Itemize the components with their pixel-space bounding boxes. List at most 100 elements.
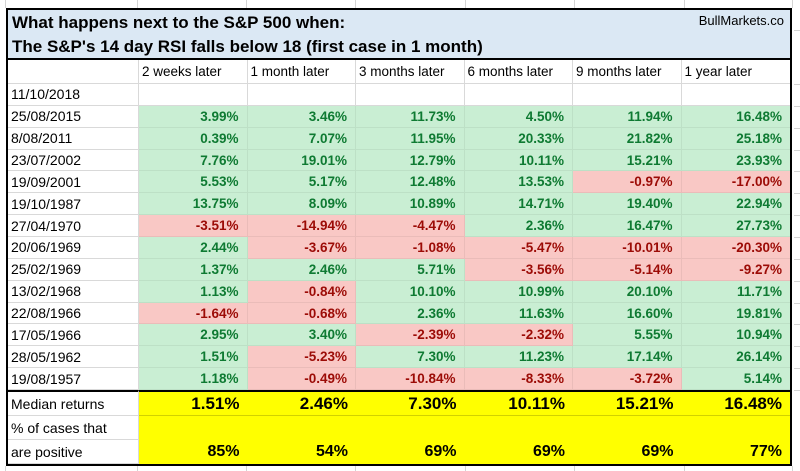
return-cell: -9.27% — [681, 258, 790, 281]
return-cell: -0.49% — [247, 368, 356, 391]
gridline-tick — [794, 281, 800, 282]
return-cell: 2.36% — [464, 215, 573, 238]
return-cell: 14.71% — [464, 193, 573, 216]
gridline-tick — [794, 128, 800, 129]
median-value-cell: 15.21% — [573, 390, 682, 417]
return-cell: -10.84% — [356, 368, 465, 391]
column-header: 1 year later — [681, 60, 790, 84]
return-cell: 19.01% — [247, 149, 356, 172]
return-cell: 5.14% — [681, 368, 790, 391]
return-cell: 7.07% — [247, 127, 356, 150]
return-cell: 3.40% — [247, 324, 356, 347]
gridline-tick — [794, 215, 800, 216]
pct-spacer-cell — [464, 416, 573, 441]
date-cell: 28/05/1962 — [8, 346, 139, 369]
return-cell: -0.84% — [247, 280, 356, 303]
pct-value-cell: 85% — [139, 440, 248, 465]
gridline-tick — [792, 0, 793, 8]
return-cell: 7.30% — [356, 346, 465, 369]
return-cell: 11.94% — [573, 105, 682, 128]
median-value-cell: 1.51% — [139, 390, 248, 417]
gridline-tick — [794, 84, 800, 85]
return-cell: 19.81% — [681, 302, 790, 325]
return-cell: -17.00% — [681, 171, 790, 194]
return-cell: -8.33% — [464, 368, 573, 391]
return-cell: 16.47% — [573, 215, 682, 238]
return-cell: 5.55% — [573, 324, 682, 347]
pct-value-cell: 69% — [464, 440, 573, 465]
gridline-tick — [794, 171, 800, 172]
return-cell: 11.63% — [464, 302, 573, 325]
gridline-tick — [684, 466, 685, 471]
return-cell — [681, 84, 790, 106]
return-cell: 2.95% — [139, 324, 248, 347]
return-cell: 20.33% — [464, 127, 573, 150]
return-cell: 16.48% — [681, 105, 790, 128]
return-cell: 19.40% — [573, 193, 682, 216]
return-cell: 4.50% — [464, 105, 573, 128]
returns-table: 2 weeks later 1 month later 3 months later… — [6, 60, 792, 467]
return-cell: 23.93% — [681, 149, 790, 172]
return-cell: -3.72% — [573, 368, 682, 391]
gridline-tick — [355, 0, 356, 8]
return-cell: 7.76% — [139, 149, 248, 172]
return-cell: 27.73% — [681, 215, 790, 238]
corner-cell — [8, 60, 139, 84]
return-cell: 17.14% — [573, 346, 682, 369]
gridline-tick — [465, 0, 466, 8]
return-cell: 0.39% — [139, 127, 248, 150]
return-cell: 11.95% — [356, 127, 465, 150]
median-value-cell: 7.30% — [356, 390, 465, 417]
return-cell: 5.71% — [356, 258, 465, 281]
return-cell: -3.67% — [247, 237, 356, 259]
date-cell: 11/10/2018 — [8, 84, 139, 106]
return-cell — [356, 84, 465, 106]
gridline-tick — [5, 0, 6, 8]
date-cell: 13/02/1968 — [8, 280, 139, 303]
return-cell: 13.53% — [464, 171, 573, 194]
worksheet: What happens next to the S&P 500 when: B… — [6, 8, 792, 467]
pct-value-cell: 54% — [247, 440, 356, 465]
return-cell: 1.18% — [139, 368, 248, 391]
pct-value-cell: 69% — [356, 440, 465, 465]
return-cell: -4.47% — [356, 215, 465, 238]
return-cell: 13.75% — [139, 193, 248, 216]
return-cell: 11.23% — [464, 346, 573, 369]
return-cell: 10.99% — [464, 280, 573, 303]
return-cell — [139, 84, 248, 106]
gridline-tick — [574, 0, 575, 8]
return-cell: -1.08% — [356, 237, 465, 259]
return-cell: -14.94% — [247, 215, 356, 238]
return-cell: 12.48% — [356, 171, 465, 194]
pct-spacer-cell — [356, 416, 465, 441]
pct-value-cell: 77% — [681, 440, 790, 465]
gridline-tick — [5, 466, 6, 471]
return-cell: 11.71% — [681, 280, 790, 303]
gridline-tick — [794, 193, 800, 194]
date-cell: 19/09/2001 — [8, 171, 139, 194]
pct-value-cell: 69% — [573, 440, 682, 465]
date-cell: 22/08/1966 — [8, 302, 139, 325]
date-cell: 20/06/1969 — [8, 237, 139, 259]
column-header: 6 months later — [464, 60, 573, 84]
gridline-tick — [137, 466, 138, 471]
return-cell: -0.68% — [247, 302, 356, 325]
median-value-cell: 2.46% — [247, 390, 356, 417]
gridline-tick — [794, 368, 800, 369]
pct-spacer-cell — [139, 416, 248, 441]
page-title: What happens next to the S&P 500 when: — [12, 13, 346, 32]
return-cell: -0.97% — [573, 171, 682, 194]
gridline-tick — [246, 466, 247, 471]
return-cell: 22.94% — [681, 193, 790, 216]
median-value-cell: 10.11% — [464, 390, 573, 417]
pct-spacer-cell — [573, 416, 682, 441]
return-cell: -3.51% — [139, 215, 248, 238]
return-cell: -3.56% — [464, 258, 573, 281]
return-cell: 15.21% — [573, 149, 682, 172]
gridline-tick — [794, 259, 800, 260]
return-cell: 2.44% — [139, 237, 248, 259]
title-box: What happens next to the S&P 500 when: B… — [6, 8, 792, 60]
return-cell: -2.32% — [464, 324, 573, 347]
pct-spacer-cell — [681, 416, 790, 441]
gridline-tick — [137, 0, 138, 8]
